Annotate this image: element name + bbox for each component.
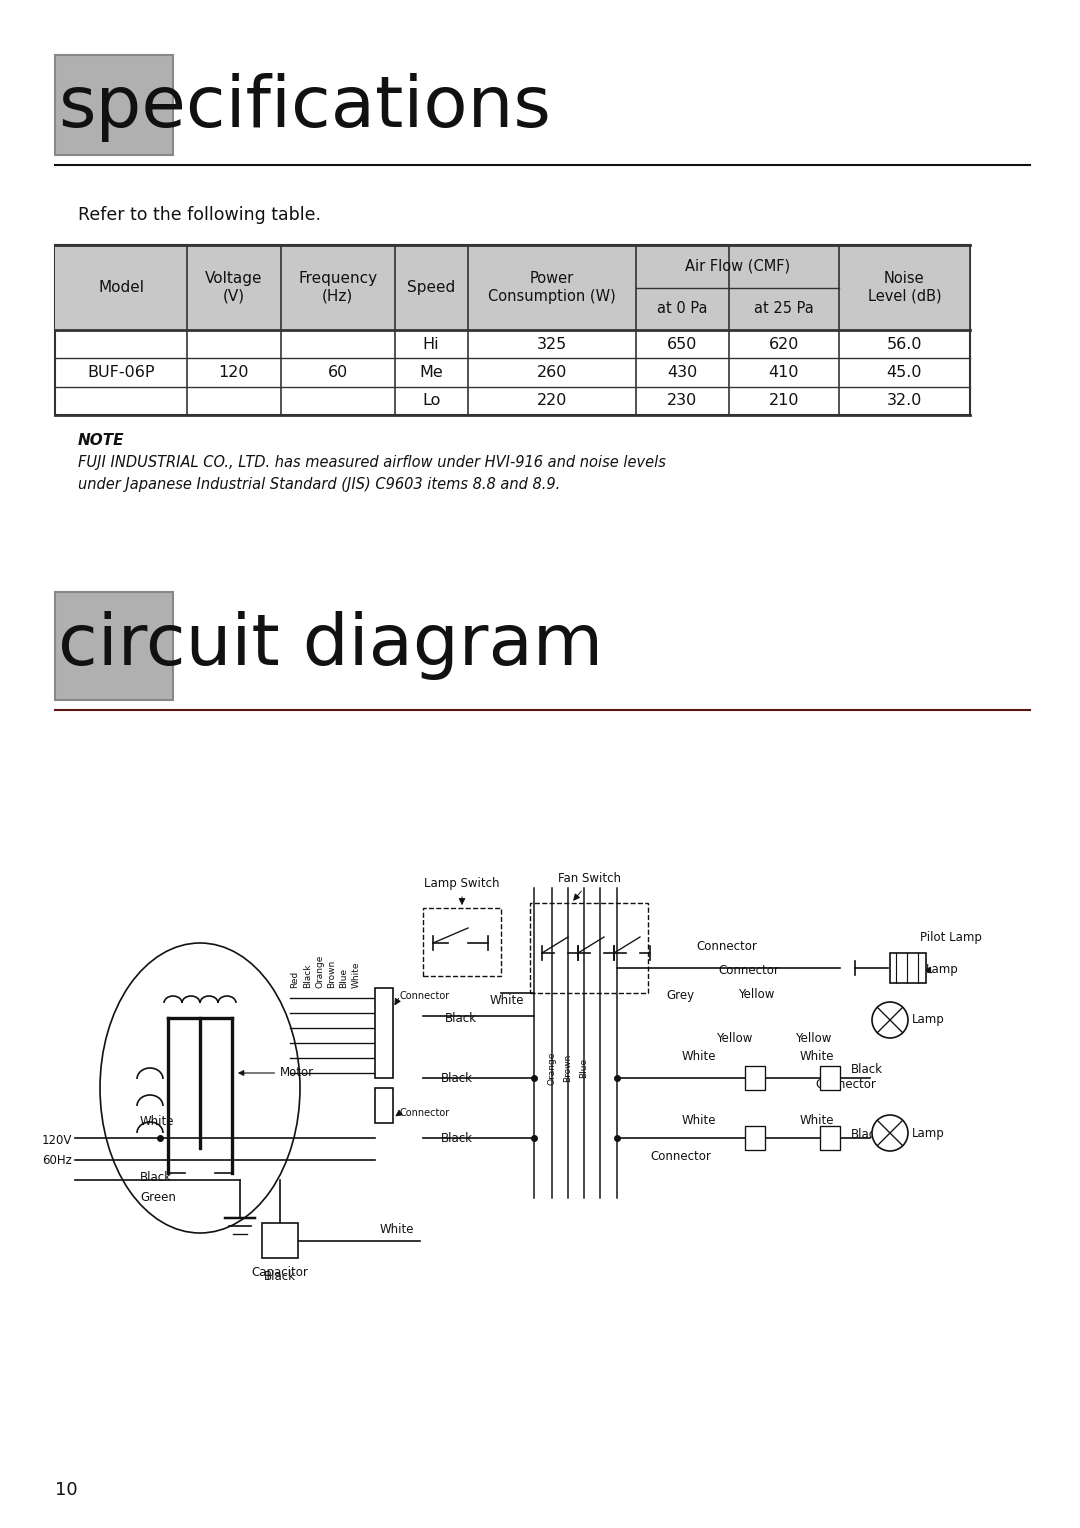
Text: Black: Black [851,1063,883,1076]
Text: 325: 325 [537,336,567,351]
Text: White: White [681,1114,716,1126]
Text: Black: Black [140,1170,172,1184]
Bar [55,244,970,416]
Text: 230: 230 [667,393,698,408]
Text: Fan Switch: Fan Switch [557,872,621,885]
Bar [890,953,926,983]
Text: circuit diagram: circuit diagram [58,611,603,680]
Text: Capacitor: Capacitor [252,1267,309,1279]
Text: Frequency
(Hz): Frequency (Hz) [298,272,377,304]
Ellipse shape [100,943,300,1233]
Text: FUJI INDUSTRIAL CO., LTD. has measured airflow under HVI-916 and noise levels: FUJI INDUSTRIAL CO., LTD. has measured a… [78,455,666,471]
Text: 56.0: 56.0 [887,336,922,351]
Bar [55,244,970,330]
Text: Voltage
(V): Voltage (V) [205,272,262,304]
Bar [745,1126,765,1151]
Text: Green: Green [140,1190,176,1204]
Text: 60Hz: 60Hz [42,1154,72,1166]
Text: Air Flow (CMF): Air Flow (CMF) [685,258,789,274]
Bar [745,1067,765,1089]
Text: at 25 Pa: at 25 Pa [754,301,814,316]
Text: Connector: Connector [650,1151,711,1163]
Text: Lamp Switch: Lamp Switch [424,877,500,889]
Bar [375,1088,393,1123]
Text: 620: 620 [769,336,799,351]
Text: 650: 650 [667,336,698,351]
Text: Lamp: Lamp [926,964,959,976]
Text: under Japanese Industrial Standard (JIS) C9603 items 8.8 and 8.9.: under Japanese Industrial Standard (JIS)… [78,477,561,492]
Text: Connector: Connector [400,1108,450,1118]
Text: at 0 Pa: at 0 Pa [657,301,707,316]
Text: Blue: Blue [580,1057,589,1079]
Bar [820,1126,840,1151]
Bar [375,989,393,1077]
Text: 430: 430 [667,365,698,380]
Text: Motor: Motor [239,1067,314,1079]
Text: Lamp: Lamp [912,1013,945,1027]
Text: 120: 120 [218,365,249,380]
Bar [262,1222,298,1258]
Text: 260: 260 [537,365,567,380]
Text: White: White [681,1050,716,1062]
Text: Brown: Brown [564,1054,572,1082]
Text: Connector: Connector [815,1077,876,1091]
Text: Red: Red [291,970,299,989]
Text: Black: Black [264,1270,296,1284]
Text: Black: Black [303,964,312,989]
Text: Me: Me [419,365,443,380]
Text: Power
Consumption (W): Power Consumption (W) [488,272,616,304]
Text: Black: Black [441,1132,473,1144]
Text: 45.0: 45.0 [887,365,922,380]
Text: Black: Black [445,1012,477,1024]
Text: Black: Black [851,1128,883,1141]
Text: White: White [380,1222,415,1236]
Text: Connector: Connector [400,992,450,1001]
Text: Black: Black [441,1071,473,1085]
Text: Lo: Lo [422,393,441,408]
Text: Noise
Level (dB): Noise Level (dB) [867,272,942,304]
Text: BUF-06P: BUF-06P [87,365,154,380]
Text: Yellow: Yellow [795,1031,832,1045]
Text: 120V: 120V [42,1134,72,1146]
Text: 10: 10 [55,1481,78,1499]
Text: Blue: Blue [339,967,349,989]
Text: Refer to the following table.: Refer to the following table. [78,206,321,225]
Text: Yellow: Yellow [738,989,774,1001]
Bar [820,1067,840,1089]
Text: 220: 220 [537,393,567,408]
Circle shape [872,1115,908,1151]
Bar [55,591,173,700]
Text: Lamp: Lamp [912,1126,945,1140]
Bar [423,908,501,976]
Bar [55,55,173,154]
Text: 60: 60 [327,365,348,380]
Text: NOTE: NOTE [78,432,124,448]
Text: White: White [490,993,525,1007]
Text: Model: Model [98,280,144,295]
Text: 410: 410 [769,365,799,380]
Text: Brown: Brown [327,960,337,989]
Text: White: White [800,1050,835,1062]
Text: Speed: Speed [407,280,456,295]
Bar [530,903,648,993]
Text: Pilot Lamp: Pilot Lamp [920,932,982,944]
Text: Orange: Orange [315,955,324,989]
Text: 32.0: 32.0 [887,393,922,408]
Text: White: White [351,961,361,989]
Text: White: White [800,1114,835,1126]
Text: 210: 210 [769,393,799,408]
Circle shape [872,1002,908,1038]
Text: Connector: Connector [718,964,779,976]
Text: Grey: Grey [666,989,694,1001]
Text: Hi: Hi [423,336,440,351]
Text: Orange: Orange [548,1051,556,1085]
Text: Yellow: Yellow [716,1031,753,1045]
Text: specifications: specifications [58,73,551,142]
Text: White: White [140,1115,175,1128]
Text: Connector: Connector [696,940,757,952]
